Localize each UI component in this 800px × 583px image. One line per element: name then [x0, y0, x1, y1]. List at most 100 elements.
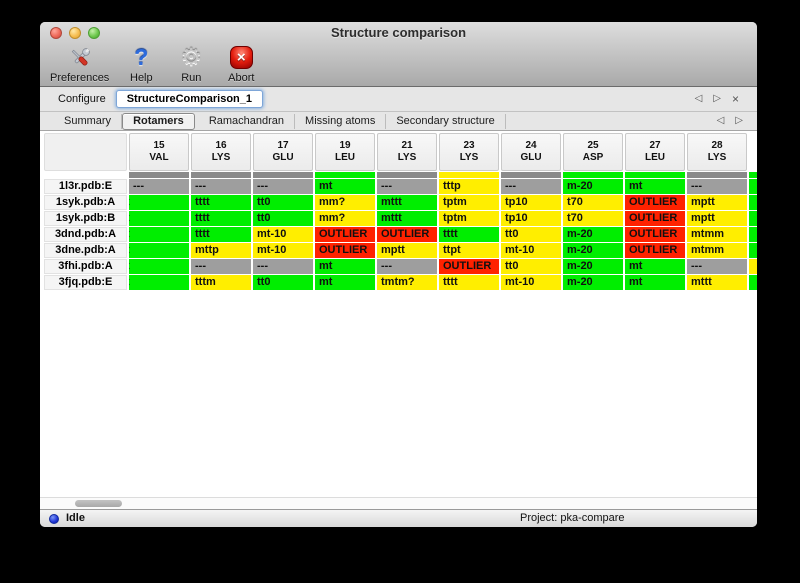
rotamer-cell[interactable]: OUTLIER: [315, 227, 375, 242]
column-header[interactable]: 19 LEU: [315, 133, 375, 171]
row-header[interactable]: 3fhi.pdb:A: [44, 259, 127, 274]
rotamer-cell[interactable]: OUTLIER: [625, 227, 685, 242]
rotamer-cell[interactable]: t70: [563, 211, 623, 226]
rotamer-cell[interactable]: tmtm?: [377, 275, 437, 290]
column-header[interactable]: 28 LYS: [687, 133, 747, 171]
rotamer-cell[interactable]: OUTLIER: [439, 259, 499, 274]
rotamer-cell[interactable]: tt0: [253, 195, 313, 210]
rotamer-cell[interactable]: ---: [253, 179, 313, 194]
rotamer-cell[interactable]: tt0: [501, 259, 561, 274]
rotamer-cell[interactable]: ttpt: [439, 243, 499, 258]
rotamer-cell[interactable]: t: [129, 227, 189, 242]
rotamer-cell[interactable]: tp10: [501, 195, 561, 210]
column-header[interactable]: 27 LEU: [625, 133, 685, 171]
rotamer-cell[interactable]: m-20: [563, 243, 623, 258]
row-header[interactable]: 1syk.pdb:A: [44, 195, 127, 210]
column-header[interactable]: 16 LYS: [191, 133, 251, 171]
zoom-window-button[interactable]: [88, 27, 100, 39]
abort-button[interactable]: × Abort: [223, 44, 259, 84]
rotamer-cell[interactable]: t: [129, 275, 189, 290]
rotamer-cell[interactable]: ---: [687, 179, 747, 194]
rotamer-cell[interactable]: mptt: [377, 243, 437, 258]
rotamer-cell[interactable]: mt-10: [501, 243, 561, 258]
rotamer-cell[interactable]: mtmm: [687, 243, 747, 258]
rotamer-cell[interactable]: t70: [563, 195, 623, 210]
help-button[interactable]: ? Help: [123, 44, 159, 84]
rotamer-cell[interactable]: t: [129, 195, 189, 210]
rotamer-cell[interactable]: tttt: [439, 275, 499, 290]
rotamer-cell[interactable]: tptm: [439, 195, 499, 210]
rotamer-cell[interactable]: ---: [191, 179, 251, 194]
preferences-button[interactable]: Preferences: [50, 44, 109, 84]
rotamer-cell[interactable]: mt: [625, 179, 685, 194]
tab-ramachandran[interactable]: Ramachandran: [199, 113, 296, 129]
column-header[interactable]: 21 LYS: [377, 133, 437, 171]
column-header[interactable]: 25 ASP: [563, 133, 623, 171]
rotamer-cell[interactable]: mt-10: [253, 227, 313, 242]
rotamer-cell[interactable]: ---: [129, 179, 189, 194]
next-job-arrow-icon[interactable]: ▷: [713, 93, 721, 104]
close-window-button[interactable]: [50, 27, 62, 39]
rotamer-cell[interactable]: mttt: [377, 211, 437, 226]
horizontal-scrollbar[interactable]: [40, 497, 757, 509]
row-header[interactable]: 1syk.pdb:B: [44, 211, 127, 226]
column-header[interactable]: 15 VAL: [129, 133, 189, 171]
tab-secondary-structure[interactable]: Secondary structure: [386, 113, 506, 129]
row-header[interactable]: 1l3r.pdb:E: [44, 179, 127, 194]
scrollbar-thumb[interactable]: [75, 500, 122, 507]
rotamer-cell[interactable]: tt0: [253, 275, 313, 290]
titlebar[interactable]: Structure comparison: [40, 22, 757, 42]
rotamer-cell[interactable]: mttt: [377, 195, 437, 210]
rotamer-cell[interactable]: tttt: [439, 227, 499, 242]
rotamer-cell[interactable]: tttp: [439, 179, 499, 194]
tab-summary[interactable]: Summary: [54, 113, 123, 129]
rotamer-cell[interactable]: tp10: [501, 211, 561, 226]
next-tab-arrow-icon[interactable]: ▷: [735, 115, 743, 126]
rotamer-cell[interactable]: mttt: [687, 275, 747, 290]
rotamer-cell[interactable]: mm?: [315, 195, 375, 210]
rotamer-cell[interactable]: tttm: [191, 275, 251, 290]
rotamer-cell[interactable]: ---: [501, 179, 561, 194]
rotamer-cell[interactable]: OUTLIER: [315, 243, 375, 258]
rotamer-cell[interactable]: tt0: [253, 211, 313, 226]
rotamer-cell[interactable]: tt0: [501, 227, 561, 242]
rotamer-cell[interactable]: mt: [315, 275, 375, 290]
rotamer-cell[interactable]: m-20: [563, 259, 623, 274]
rotamer-cell[interactable]: ---: [377, 179, 437, 194]
rotamer-cell[interactable]: mt-10: [501, 275, 561, 290]
rotamer-cell[interactable]: mm?: [315, 211, 375, 226]
run-button[interactable]: ⚙ Run: [173, 44, 209, 84]
column-header[interactable]: 23 LYS: [439, 133, 499, 171]
rotamer-cell[interactable]: OUTLIER: [377, 227, 437, 242]
rotamer-cell[interactable]: mptt: [687, 195, 747, 210]
rotamer-cell[interactable]: mptt: [687, 211, 747, 226]
rotamer-cell[interactable]: mttp: [191, 243, 251, 258]
rotamer-cell[interactable]: t: [129, 259, 189, 274]
prev-job-arrow-icon[interactable]: ◁: [694, 93, 703, 104]
prev-tab-arrow-icon[interactable]: ◁: [716, 115, 725, 126]
rotamer-cell[interactable]: mtmm: [687, 227, 747, 242]
job-name-field[interactable]: StructureComparison_1: [115, 90, 264, 108]
rotamer-cell[interactable]: ---: [253, 259, 313, 274]
rotamer-cell[interactable]: tttt: [191, 195, 251, 210]
column-header[interactable]: 17 GLU: [253, 133, 313, 171]
rotamer-cell[interactable]: mt-10: [253, 243, 313, 258]
tab-rotamers[interactable]: Rotamers: [122, 112, 195, 130]
rotamer-cell[interactable]: ---: [687, 259, 747, 274]
rotamer-cell[interactable]: t: [129, 211, 189, 226]
row-header[interactable]: 3dnd.pdb:A: [44, 227, 127, 242]
minimize-window-button[interactable]: [69, 27, 81, 39]
rotamer-cell[interactable]: OUTLIER: [625, 211, 685, 226]
rotamer-cell[interactable]: OUTLIER: [625, 195, 685, 210]
rotamer-cell[interactable]: mt: [625, 275, 685, 290]
rotamer-cell[interactable]: ---: [377, 259, 437, 274]
rotamer-cell[interactable]: m-20: [563, 227, 623, 242]
rotamer-cell[interactable]: ---: [191, 259, 251, 274]
row-header[interactable]: 3fjq.pdb:E: [44, 275, 127, 290]
rotamer-cell[interactable]: m-20: [563, 275, 623, 290]
close-job-icon[interactable]: ×: [731, 92, 739, 106]
rotamer-cell[interactable]: mt: [315, 259, 375, 274]
row-header[interactable]: 3dne.pdb:A: [44, 243, 127, 258]
rotamer-cell[interactable]: t: [129, 243, 189, 258]
rotamer-cell[interactable]: mt: [625, 259, 685, 274]
